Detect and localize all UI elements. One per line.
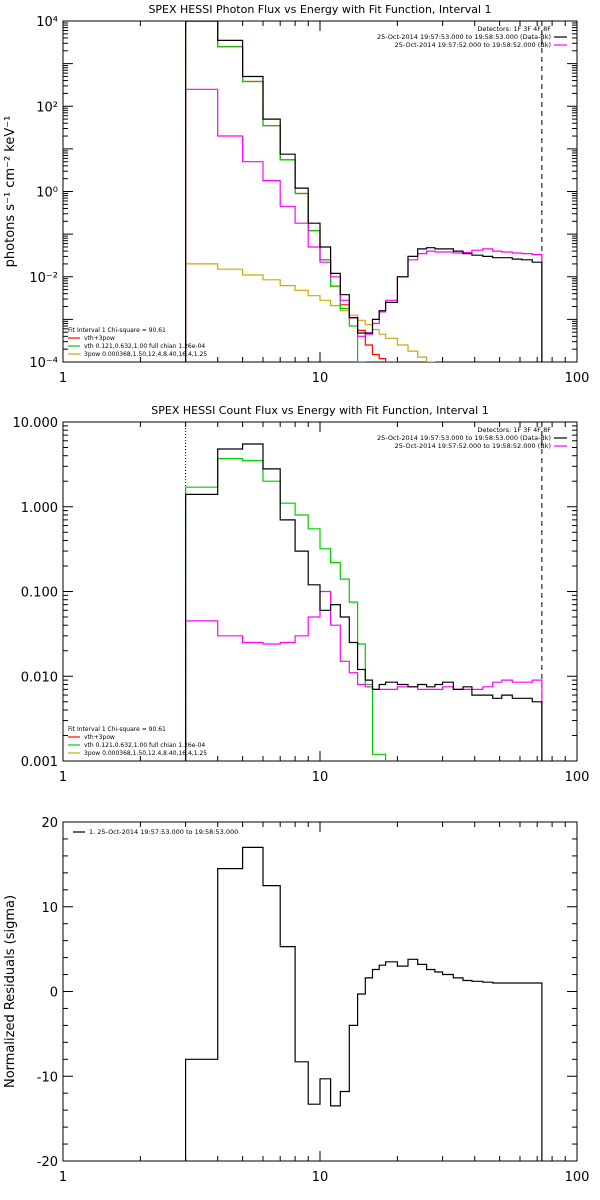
y-tick-label: -10 (37, 1070, 58, 1085)
series-line-4 (185, 21, 398, 362)
y-tick-label: 10⁻⁴ (29, 356, 58, 371)
y-tick-label: 10.000 (13, 416, 59, 431)
legend-bottom-left: Fit Interval 1 Chi-square = 90.61vth+3po… (68, 726, 207, 757)
series-line-1 (185, 21, 543, 362)
x-tick-label: 10 (312, 371, 329, 386)
legend-entry-label: 25-Oct-2014 19:57:53.000 to 19:58:53.000… (377, 434, 551, 442)
y-tick-label: 10⁴ (36, 15, 58, 30)
legend-detectors: Detectors: 1F 3F 4F 8F (477, 25, 551, 33)
y-tick-label: 10⁻² (29, 271, 58, 286)
chart-panel-2: SPEX HESSI Count Flux vs Energy with Fit… (13, 404, 590, 785)
y-tick-label: 0.010 (21, 670, 58, 685)
plot-frame (62, 20, 578, 363)
legend-entry-label: 1. 25-Oct-2014 19:57:53.000 to 19:58:53.… (89, 828, 238, 836)
legend-residuals: 1. 25-Oct-2014 19:57:53.000 to 19:58:53.… (73, 828, 238, 836)
legend-entry-label: 25-Oct-2014 19:57:53.000 to 19:58:53.000… (377, 33, 551, 41)
legend-bottom-left: Fit Interval 1 Chi-square = 90.61vth+3po… (68, 327, 207, 358)
legend-entry-label: 3pow 0.000368,1.50,12.4,8.40,16.4,1.25 (84, 750, 207, 757)
legend-detectors: Detectors: 1F 3F 4F 8F (477, 426, 551, 434)
y-tick-label: 10⁰ (36, 186, 58, 201)
legend-fit-info: Fit Interval 1 Chi-square = 90.61 (68, 327, 166, 334)
legend-entry-label: vth 0.121,0.632,1.00 full chian 1.26e-04 (84, 343, 205, 350)
y-tick-label: 1.000 (21, 501, 58, 516)
x-tick-label: 1 (59, 1170, 67, 1185)
y-tick-label: -20 (37, 1155, 58, 1170)
series-line-3 (185, 458, 387, 761)
chart-title: SPEX HESSI Count Flux vs Energy with Fit… (151, 404, 488, 417)
x-tick-label: 10 (312, 770, 329, 785)
chart-panel-1: SPEX HESSI Photon Flux vs Energy with Fi… (3, 3, 589, 386)
legend-entry-label: vth 0.121,0.632,1.00 full chian 1.26e-04 (84, 742, 205, 749)
x-tick-label: 10 (312, 1170, 329, 1185)
series-line-1 (185, 443, 543, 761)
chart-title: SPEX HESSI Photon Flux vs Energy with Fi… (148, 3, 491, 16)
x-tick-label: 100 (565, 371, 590, 386)
series-line-2 (185, 88, 543, 362)
x-tick-label: 100 (565, 770, 590, 785)
y-axis-label: photons s⁻¹ cm⁻² keV⁻¹ (3, 116, 18, 268)
y-axis-label: Normalized Residuals (sigma) (3, 895, 18, 1088)
legend-entry-label: 25-Oct-2014 19:57:52.000 to 19:58:52.000… (395, 442, 551, 450)
legend-entry-label: 25-Oct-2014 19:57:52.000 to 19:58:52.000… (395, 41, 551, 49)
y-tick-label: 0.100 (21, 586, 58, 601)
x-tick-label: 1 (59, 371, 67, 386)
series-line-1 (185, 846, 543, 1161)
x-tick-label: 100 (565, 1170, 590, 1185)
plot-frame (62, 821, 578, 1162)
y-tick-label: 0.001 (21, 755, 58, 770)
y-tick-label: 0 (50, 986, 58, 1001)
y-tick-label: 10 (41, 901, 58, 916)
chart-panel-3: 1 10 100 -20 -10 0 10 20 Normalized Residuals (s… (3, 816, 589, 1185)
x-tick-label: 1 (59, 770, 67, 785)
legend-fit-info: Fit Interval 1 Chi-square = 90.61 (68, 726, 166, 733)
legend-entry-label: 3pow 0.000368,1.50,12.4,8.40,16.4,1.25 (84, 351, 207, 358)
legend-entry-label: vth+3pow (84, 335, 115, 342)
y-tick-label: 20 (41, 816, 58, 831)
series-line-2 (185, 590, 543, 761)
y-tick-label: 10² (36, 100, 58, 115)
legend-entry-label: vth+3pow (84, 734, 115, 741)
series-line-3 (185, 21, 366, 362)
